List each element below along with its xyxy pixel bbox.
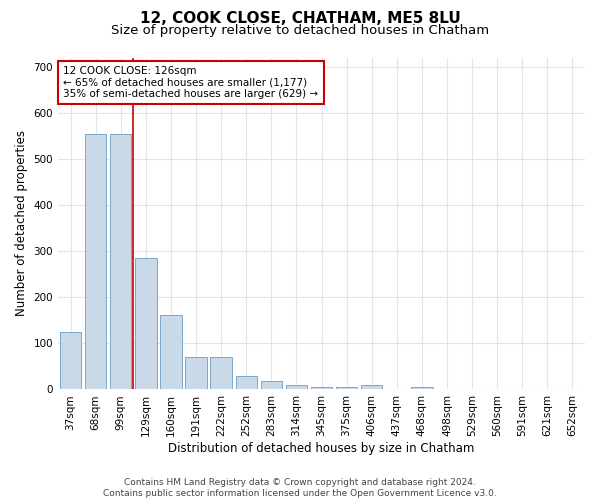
Text: 12 COOK CLOSE: 126sqm
← 65% of detached houses are smaller (1,177)
35% of semi-d: 12 COOK CLOSE: 126sqm ← 65% of detached … bbox=[64, 66, 319, 99]
Bar bbox=[135, 258, 157, 390]
Bar bbox=[286, 385, 307, 390]
Bar bbox=[160, 315, 182, 390]
Bar bbox=[311, 387, 332, 390]
Bar bbox=[336, 387, 357, 390]
X-axis label: Distribution of detached houses by size in Chatham: Distribution of detached houses by size … bbox=[169, 442, 475, 455]
Bar bbox=[411, 387, 433, 390]
Bar bbox=[85, 134, 106, 390]
Text: Contains HM Land Registry data © Crown copyright and database right 2024.
Contai: Contains HM Land Registry data © Crown c… bbox=[103, 478, 497, 498]
Bar bbox=[260, 381, 282, 390]
Bar bbox=[60, 332, 81, 390]
Bar bbox=[110, 134, 131, 390]
Y-axis label: Number of detached properties: Number of detached properties bbox=[15, 130, 28, 316]
Bar bbox=[185, 357, 207, 390]
Text: Size of property relative to detached houses in Chatham: Size of property relative to detached ho… bbox=[111, 24, 489, 37]
Bar bbox=[236, 376, 257, 390]
Text: 12, COOK CLOSE, CHATHAM, ME5 8LU: 12, COOK CLOSE, CHATHAM, ME5 8LU bbox=[140, 11, 460, 26]
Bar bbox=[211, 357, 232, 390]
Bar bbox=[361, 385, 382, 390]
